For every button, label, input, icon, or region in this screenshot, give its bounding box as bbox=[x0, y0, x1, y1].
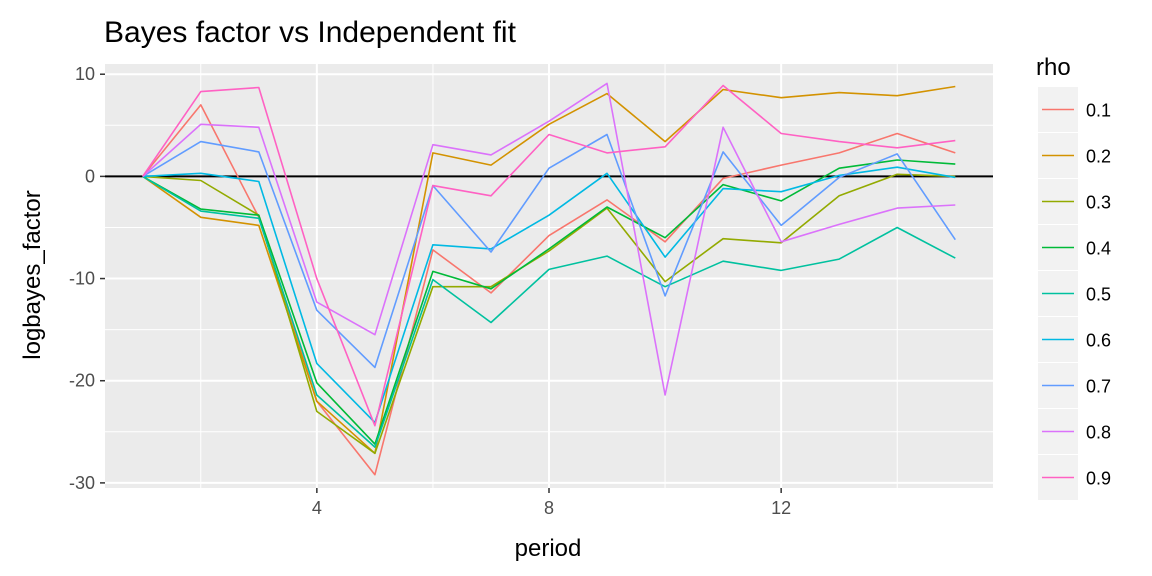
x-tick-label: 12 bbox=[771, 498, 791, 518]
x-axis: 4 8 12 bbox=[312, 488, 791, 518]
x-tick-label: 4 bbox=[312, 498, 322, 518]
legend-title: rho bbox=[1036, 54, 1071, 81]
legend-label: 0.5 bbox=[1086, 285, 1111, 305]
series-line-rho-0.4 bbox=[142, 159, 956, 445]
chart-title: Bayes factor vs Independent fit bbox=[104, 16, 517, 49]
x-tick-label: 8 bbox=[544, 498, 554, 518]
series-line-rho-0.7 bbox=[142, 133, 956, 369]
series-line-rho-0.3 bbox=[142, 173, 956, 455]
series-line-rho-0.6 bbox=[142, 166, 956, 424]
y-tick-label: -30 bbox=[69, 473, 95, 493]
legend-label: 0.2 bbox=[1086, 147, 1111, 167]
series-line-rho-0.8 bbox=[142, 82, 956, 396]
legend-label: 0.3 bbox=[1086, 193, 1111, 213]
y-tick-label: -10 bbox=[69, 269, 95, 289]
legend-label: 0.4 bbox=[1086, 239, 1111, 259]
series-line-rho-0.2 bbox=[142, 85, 956, 455]
legend: rho 0.1 0.2 0.3 0.4 0.5 0.6 0.7 0.8 0.9 bbox=[1036, 54, 1111, 500]
y-tick-label: 10 bbox=[75, 64, 95, 84]
legend-label: 0.7 bbox=[1086, 377, 1111, 397]
y-axis-title: logbayes_factor bbox=[19, 190, 46, 359]
series-line-rho-0.5 bbox=[142, 175, 956, 448]
series-lines bbox=[142, 82, 956, 476]
legend-label: 0.9 bbox=[1086, 469, 1111, 489]
legend-label: 0.1 bbox=[1086, 101, 1111, 121]
y-tick-label: -20 bbox=[69, 371, 95, 391]
legend-label: 0.6 bbox=[1086, 331, 1111, 351]
x-axis-title: period bbox=[515, 535, 582, 562]
y-tick-label: 0 bbox=[85, 166, 95, 186]
y-axis: 10 0 -10 -20 -30 bbox=[69, 64, 105, 493]
series-line-rho-0.9 bbox=[142, 84, 956, 427]
legend-label: 0.8 bbox=[1086, 423, 1111, 443]
